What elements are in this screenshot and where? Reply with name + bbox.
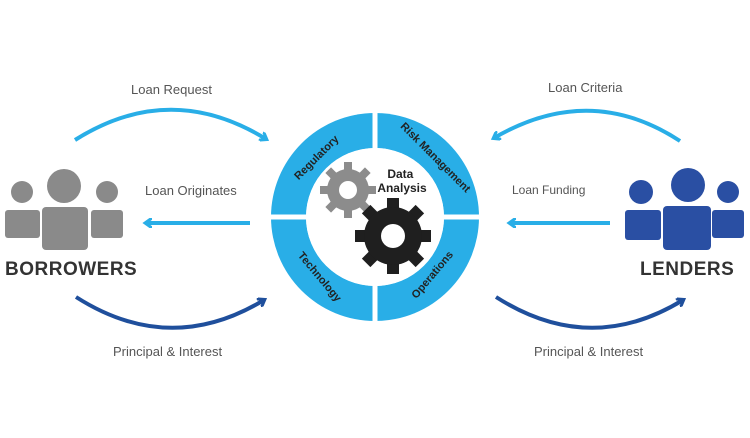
lenders-people-icon	[625, 168, 744, 250]
principal-interest-right-label: Principal & Interest	[534, 344, 644, 359]
principal-interest-left-label: Principal & Interest	[113, 344, 223, 359]
arrow-principal-interest-left	[74, 295, 264, 330]
analysis-hub: Regulatory Risk Management Technology Op…	[268, 110, 482, 324]
borrowers-label: BORROWERS	[5, 259, 138, 280]
arrow-principal-interest-right	[494, 295, 683, 330]
big-gear-icon	[355, 198, 431, 274]
center-title-line-2: Analysis	[377, 181, 427, 195]
lenders-label: LENDERS	[640, 259, 735, 280]
center-title-line-1: Data	[387, 167, 413, 181]
loan-request-label: Loan Request	[131, 82, 212, 97]
center-title: Data Analysis	[377, 167, 427, 195]
borrowers-people-icon	[5, 169, 123, 250]
loan-criteria-label: Loan Criteria	[548, 80, 623, 95]
arrow-loan-criteria	[494, 108, 682, 143]
arrow-loan-request	[73, 107, 266, 142]
loan-funding-label: Loan Funding	[512, 183, 586, 197]
loan-originates-label: Loan Originates	[145, 183, 237, 198]
